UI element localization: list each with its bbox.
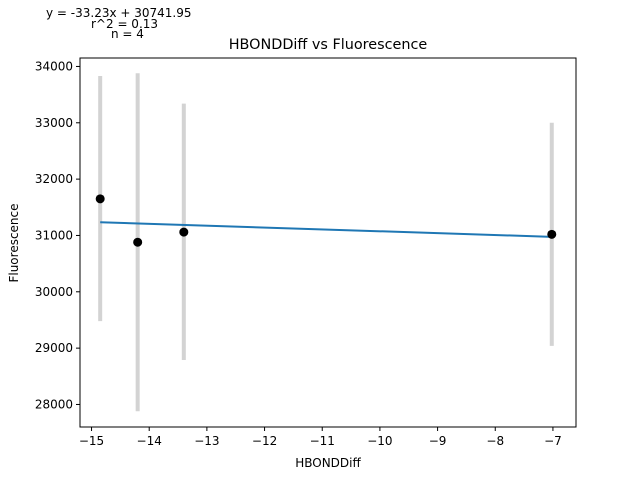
data-point-3 <box>547 229 557 239</box>
x-tick-label-6: −9 <box>429 434 447 448</box>
x-tick-label-2: −13 <box>194 434 219 448</box>
x-tick-label-8: −7 <box>544 434 562 448</box>
x-tick-label-4: −11 <box>310 434 335 448</box>
y-tick-label-5: 33000 <box>35 116 73 130</box>
y-tick-label-3: 31000 <box>35 228 73 242</box>
y-axis: 28000 29000 30000 31000 32000 33000 34000 <box>35 59 80 411</box>
y-tick-label-4: 32000 <box>35 172 73 186</box>
data-point-1 <box>133 237 143 247</box>
x-tick-label-5: −10 <box>367 434 392 448</box>
regression-equation: y = -33.23x + 30741.95 <box>46 6 192 20</box>
x-axis: −15 −14 −13 −12 −11 −10 −9 −8 −7 <box>79 427 562 448</box>
r-squared-label: r^2 = 0.13 <box>91 17 158 31</box>
y-tick-label-6: 34000 <box>35 59 73 73</box>
x-tick-label-3: −12 <box>252 434 277 448</box>
x-tick-label-1: −14 <box>137 434 162 448</box>
x-tick-label-0: −15 <box>79 434 104 448</box>
sample-count-label: n = 4 <box>111 27 144 41</box>
y-tick-label-1: 29000 <box>35 341 73 355</box>
chart-title: HBONDDiff vs Fluorescence <box>229 37 428 53</box>
y-tick-label-2: 30000 <box>35 285 73 299</box>
fit-line <box>100 221 552 238</box>
plot-content <box>95 73 557 412</box>
x-axis-label: HBONDDiff <box>295 456 361 470</box>
data-point-0 <box>95 194 105 204</box>
y-axis-label: Fluorescence <box>7 203 21 282</box>
x-tick-label-7: −8 <box>486 434 504 448</box>
data-point-2 <box>179 227 189 237</box>
y-tick-label-0: 28000 <box>35 397 73 411</box>
plot-frame <box>79 57 577 428</box>
